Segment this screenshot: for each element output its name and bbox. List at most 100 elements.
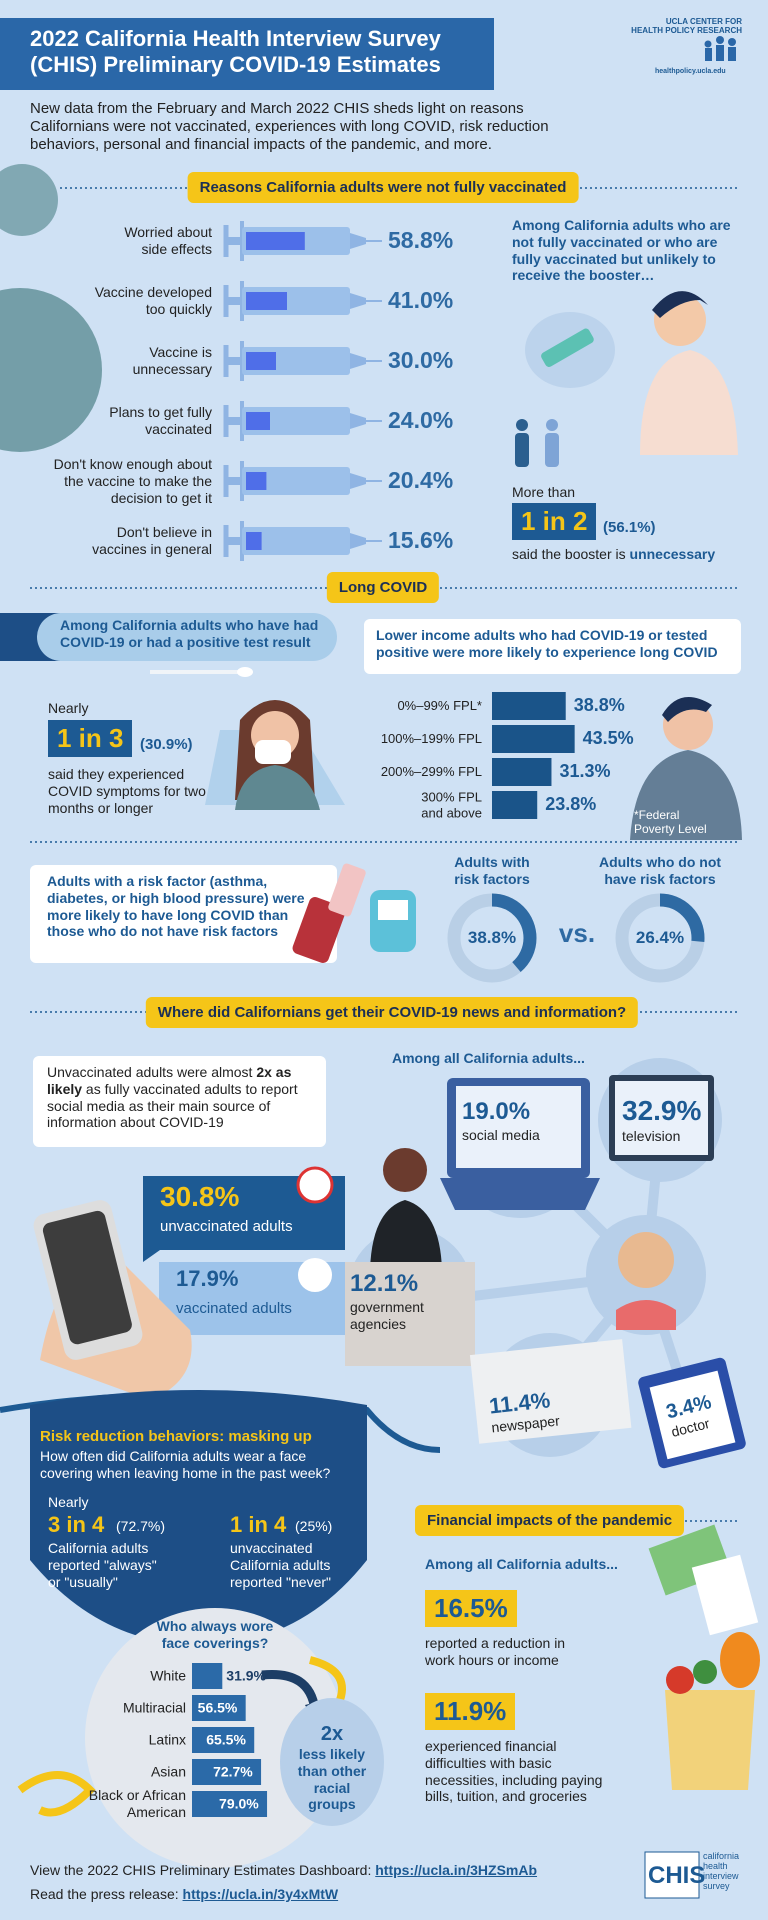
line: UCLA CENTER FOR	[665, 17, 742, 26]
source: 19.0% social media	[462, 1098, 540, 1144]
line: experienced financial	[425, 1738, 557, 1754]
syringe	[350, 233, 366, 249]
income-title: Lower income adults who had COVID-19 or …	[376, 627, 718, 660]
line: Worried about	[124, 224, 212, 241]
line: the vaccine to make the	[64, 472, 212, 489]
line: vaccines in general	[92, 541, 212, 557]
income-label: 100%–199% FPL	[330, 731, 482, 747]
percent: (72.7%)	[116, 1518, 166, 1534]
line: 300% FPL	[421, 789, 482, 805]
syringe	[350, 413, 366, 429]
value-label: 31.9%	[226, 1667, 266, 1684]
syringe	[242, 527, 350, 555]
syringe-fill	[246, 232, 305, 250]
link[interactable]: https://ucla.in/3HZSmAb	[375, 1862, 538, 1878]
line: 100%–199% FPL	[380, 731, 482, 747]
chis-logo: CHIS	[648, 1862, 706, 1889]
comparison-big: 2x	[320, 1723, 344, 1745]
reason-label: Worried about side effects	[20, 224, 212, 258]
fin-subtitle: Among all California adults...	[425, 1556, 618, 1572]
group-label: Asian	[40, 1764, 186, 1781]
risk-text: Adults with a risk factor (asthma, diabe…	[47, 873, 305, 940]
sources-title: Among all California adults...	[392, 1050, 585, 1066]
line: White	[150, 1667, 186, 1684]
line: Poverty Level	[634, 822, 707, 837]
line: Multiracial	[122, 1699, 186, 1716]
booster-lead: More than	[512, 484, 576, 500]
syringe	[350, 533, 366, 549]
masking-question: How often did California adults wear a f…	[40, 1448, 331, 1481]
line: side effects	[141, 241, 212, 257]
source-label: television	[622, 1128, 701, 1145]
syringe-fill	[246, 292, 287, 310]
bar	[192, 1759, 262, 1785]
reason-label: Plans to get fully vaccinated	[20, 404, 212, 438]
syringe	[350, 293, 366, 309]
fin-text: reported a reduction in work hours or inc…	[425, 1635, 565, 1669]
social-value: 30.8%	[160, 1181, 240, 1212]
line: Vaccine is	[149, 344, 212, 361]
link-text: Read the press release:	[30, 1886, 183, 1902]
source: 32.9% television	[622, 1094, 701, 1144]
syringe	[350, 353, 366, 369]
group-label: Adults with risk factors	[454, 854, 529, 888]
ratio: 3 in 4	[48, 1512, 105, 1537]
section-heading: Long COVID	[326, 572, 440, 603]
syringe	[226, 417, 242, 425]
value-label: 15.6%	[388, 527, 454, 554]
stat-text: unvaccinated California adults reported "n…	[230, 1540, 331, 1590]
link[interactable]: https://ucla.in/3y4xMtW	[182, 1886, 339, 1902]
line: survey	[703, 1880, 730, 1891]
value-label: 24.0%	[388, 407, 454, 434]
line: have risk factors	[604, 870, 716, 887]
stat-text: California adults reported "always" or "us…	[48, 1540, 157, 1590]
bar	[492, 791, 538, 819]
logo-url: healthpolicy.ucla.edu	[655, 68, 726, 75]
reason-label: Vaccine developed too quickly	[20, 284, 212, 318]
section-heading: Reasons California adults were not fully…	[187, 172, 579, 203]
banner: Among California adults who have had COV…	[60, 617, 319, 650]
value-label: 72.7%	[213, 1763, 253, 1780]
ratio: 1 in 4	[230, 1512, 287, 1537]
line: work hours or income	[425, 1651, 559, 1668]
line: television	[622, 1127, 681, 1144]
logo: UCLA CENTER FOR HEALTH POLICY RESEARCH	[560, 17, 742, 36]
line: Adults with	[454, 854, 530, 870]
line: less likely	[298, 1746, 366, 1762]
line: Don't know enough about	[53, 455, 212, 472]
value-label: 38.8%	[467, 927, 517, 947]
fin-text: experienced financial difficulties with b…	[425, 1738, 602, 1805]
syringe	[226, 297, 242, 305]
emphasis: unnecessary	[629, 546, 716, 562]
syringe	[350, 473, 366, 489]
section-heading: Financial impacts of the pandemic	[415, 1505, 685, 1536]
value-label: 41.0%	[388, 287, 454, 314]
value-label: 20.4%	[388, 467, 454, 494]
income-label: 200%–299% FPL	[330, 764, 482, 780]
masking-heading: Risk reduction behaviors: masking up	[40, 1428, 312, 1445]
source: 11.4% newspaper	[488, 1387, 561, 1437]
text: Unvaccinated adults were almost	[47, 1064, 257, 1080]
link-row: Read the press release: https://ucla.in/…	[30, 1886, 338, 1903]
line: face coverings?	[161, 1634, 269, 1651]
booster-text: said the booster is unnecessary	[512, 546, 715, 563]
booster-percent: (56.1%)	[603, 519, 656, 536]
reason-label: Vaccine is unnecessary	[20, 344, 212, 378]
group-label: White	[40, 1668, 186, 1685]
syringe	[226, 477, 242, 485]
line: California adults	[48, 1540, 149, 1556]
line: California adults	[230, 1556, 331, 1573]
line: American	[126, 1804, 186, 1820]
text: as fully vaccinated adults to report soc…	[47, 1080, 298, 1131]
value-label: 31.3%	[559, 761, 611, 782]
line: 2022 California Health Interview Survey	[30, 26, 441, 51]
vs: vs.	[558, 918, 596, 948]
booster-intro: Among California adults who are not full…	[512, 217, 731, 284]
comparison: 2x less likely than other racial groups	[298, 1722, 366, 1813]
source-value: 19.0%	[462, 1098, 531, 1125]
fin-value: 16.5%	[425, 1590, 517, 1628]
line: 0%–99% FPL*	[397, 698, 482, 714]
bar	[192, 1727, 255, 1753]
